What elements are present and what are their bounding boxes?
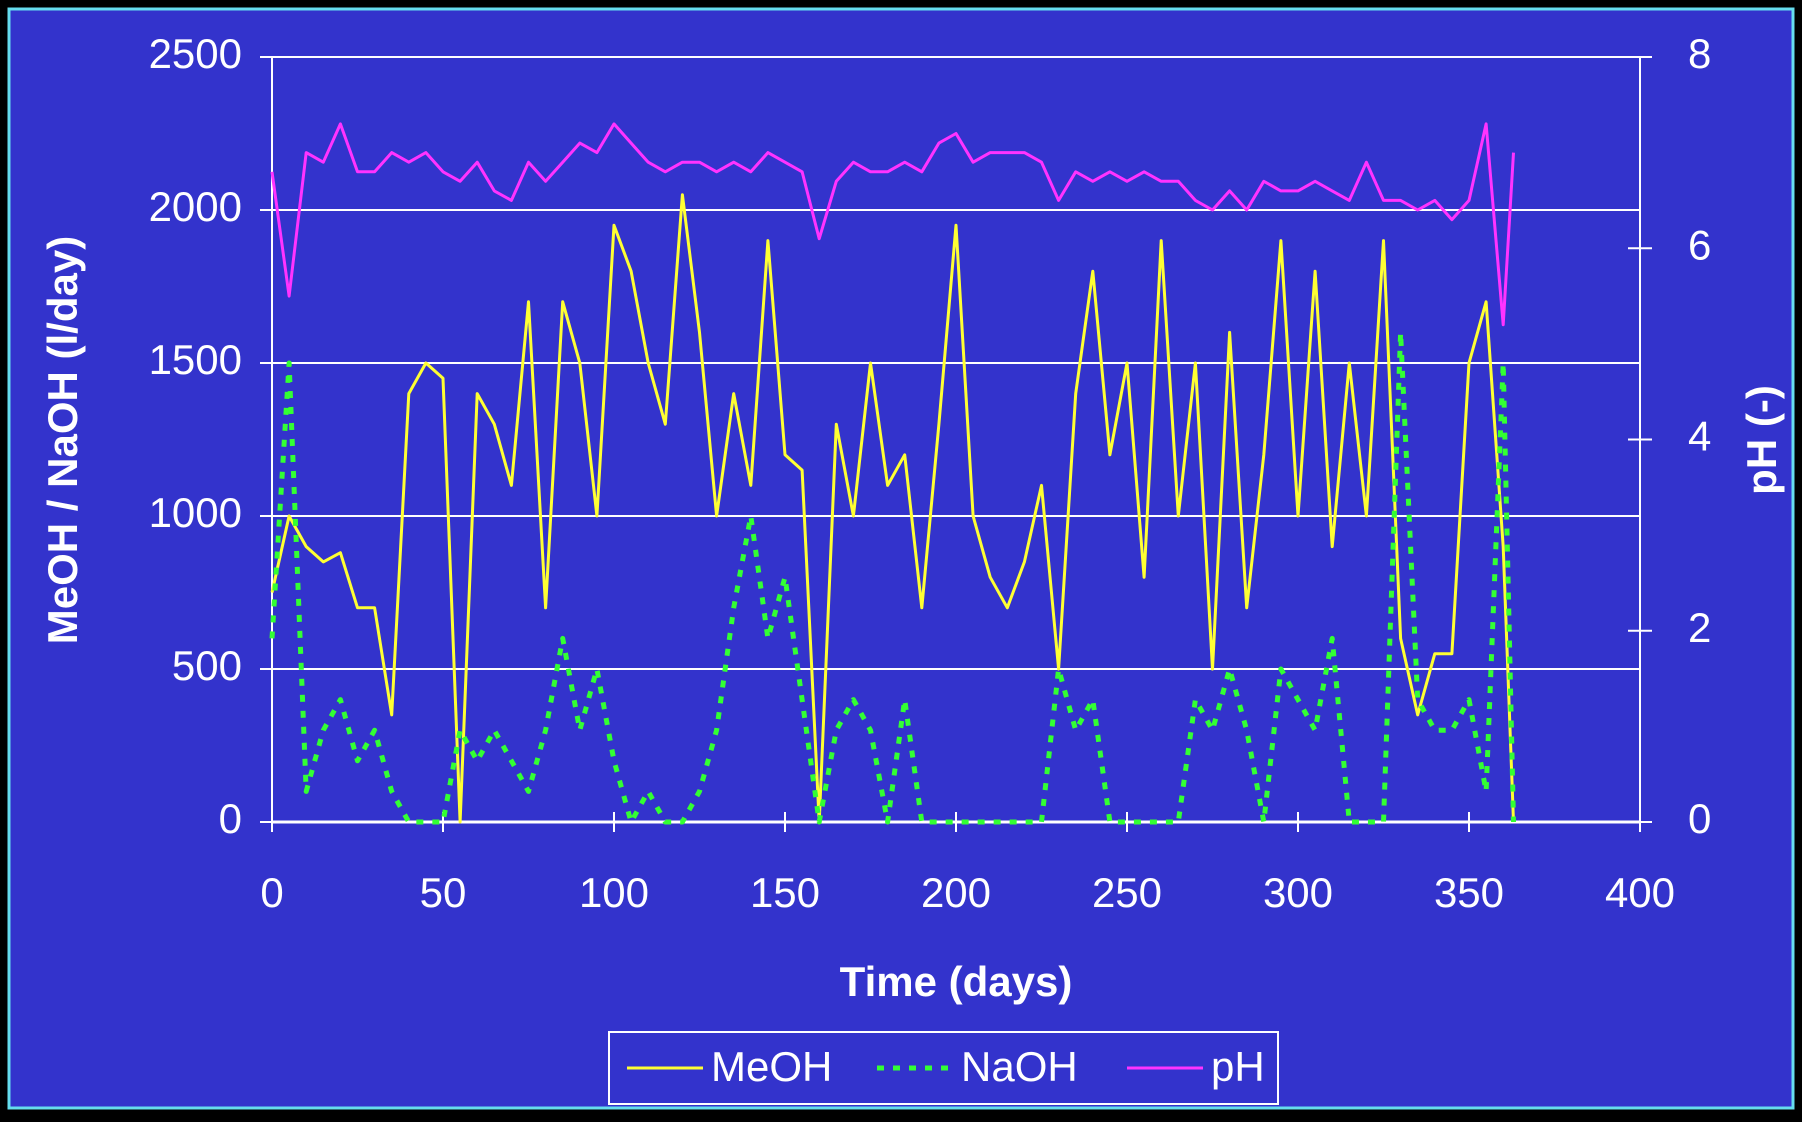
x-tick-label: 150 xyxy=(750,869,820,916)
y2-tick-label: 4 xyxy=(1688,413,1711,460)
y-tick-label: 1000 xyxy=(149,489,242,536)
y2-tick-label: 8 xyxy=(1688,30,1711,77)
y2-tick-label: 2 xyxy=(1688,604,1711,651)
legend-label: MeOH xyxy=(711,1043,832,1090)
series-line xyxy=(269,329,1516,825)
y-tick-label: 2000 xyxy=(149,183,242,230)
series-line xyxy=(270,193,1515,824)
x-tick-label: 350 xyxy=(1434,869,1504,916)
y-tick-label: 0 xyxy=(219,795,242,842)
legend-box xyxy=(608,1031,1279,1105)
y-tick-label: 500 xyxy=(172,642,242,689)
y2-tick-label: 0 xyxy=(1688,795,1711,842)
x-tick-label: 200 xyxy=(921,869,991,916)
x-tick-label: 100 xyxy=(579,869,649,916)
x-tick-label: 50 xyxy=(420,869,467,916)
x-tick-label: 300 xyxy=(1263,869,1333,916)
x-tick-label: 400 xyxy=(1605,869,1675,916)
legend-label: pH xyxy=(1211,1043,1265,1090)
legend: MeOH NaOH pH xyxy=(608,1031,1279,1105)
x-tick-label: 250 xyxy=(1092,869,1162,916)
x-tick-label: 0 xyxy=(260,869,283,916)
series-line xyxy=(270,122,1515,327)
y-tick-label: 2500 xyxy=(149,30,242,77)
x-axis-title: Time (days) xyxy=(840,958,1073,1005)
legend-label: NaOH xyxy=(961,1043,1078,1090)
y-axis-title: MeOH / NaOH (l/day) xyxy=(39,236,86,644)
y2-tick-label: 6 xyxy=(1688,221,1711,268)
y-tick-label: 1500 xyxy=(149,336,242,383)
y2-axis-title: pH (-) xyxy=(1738,385,1785,495)
